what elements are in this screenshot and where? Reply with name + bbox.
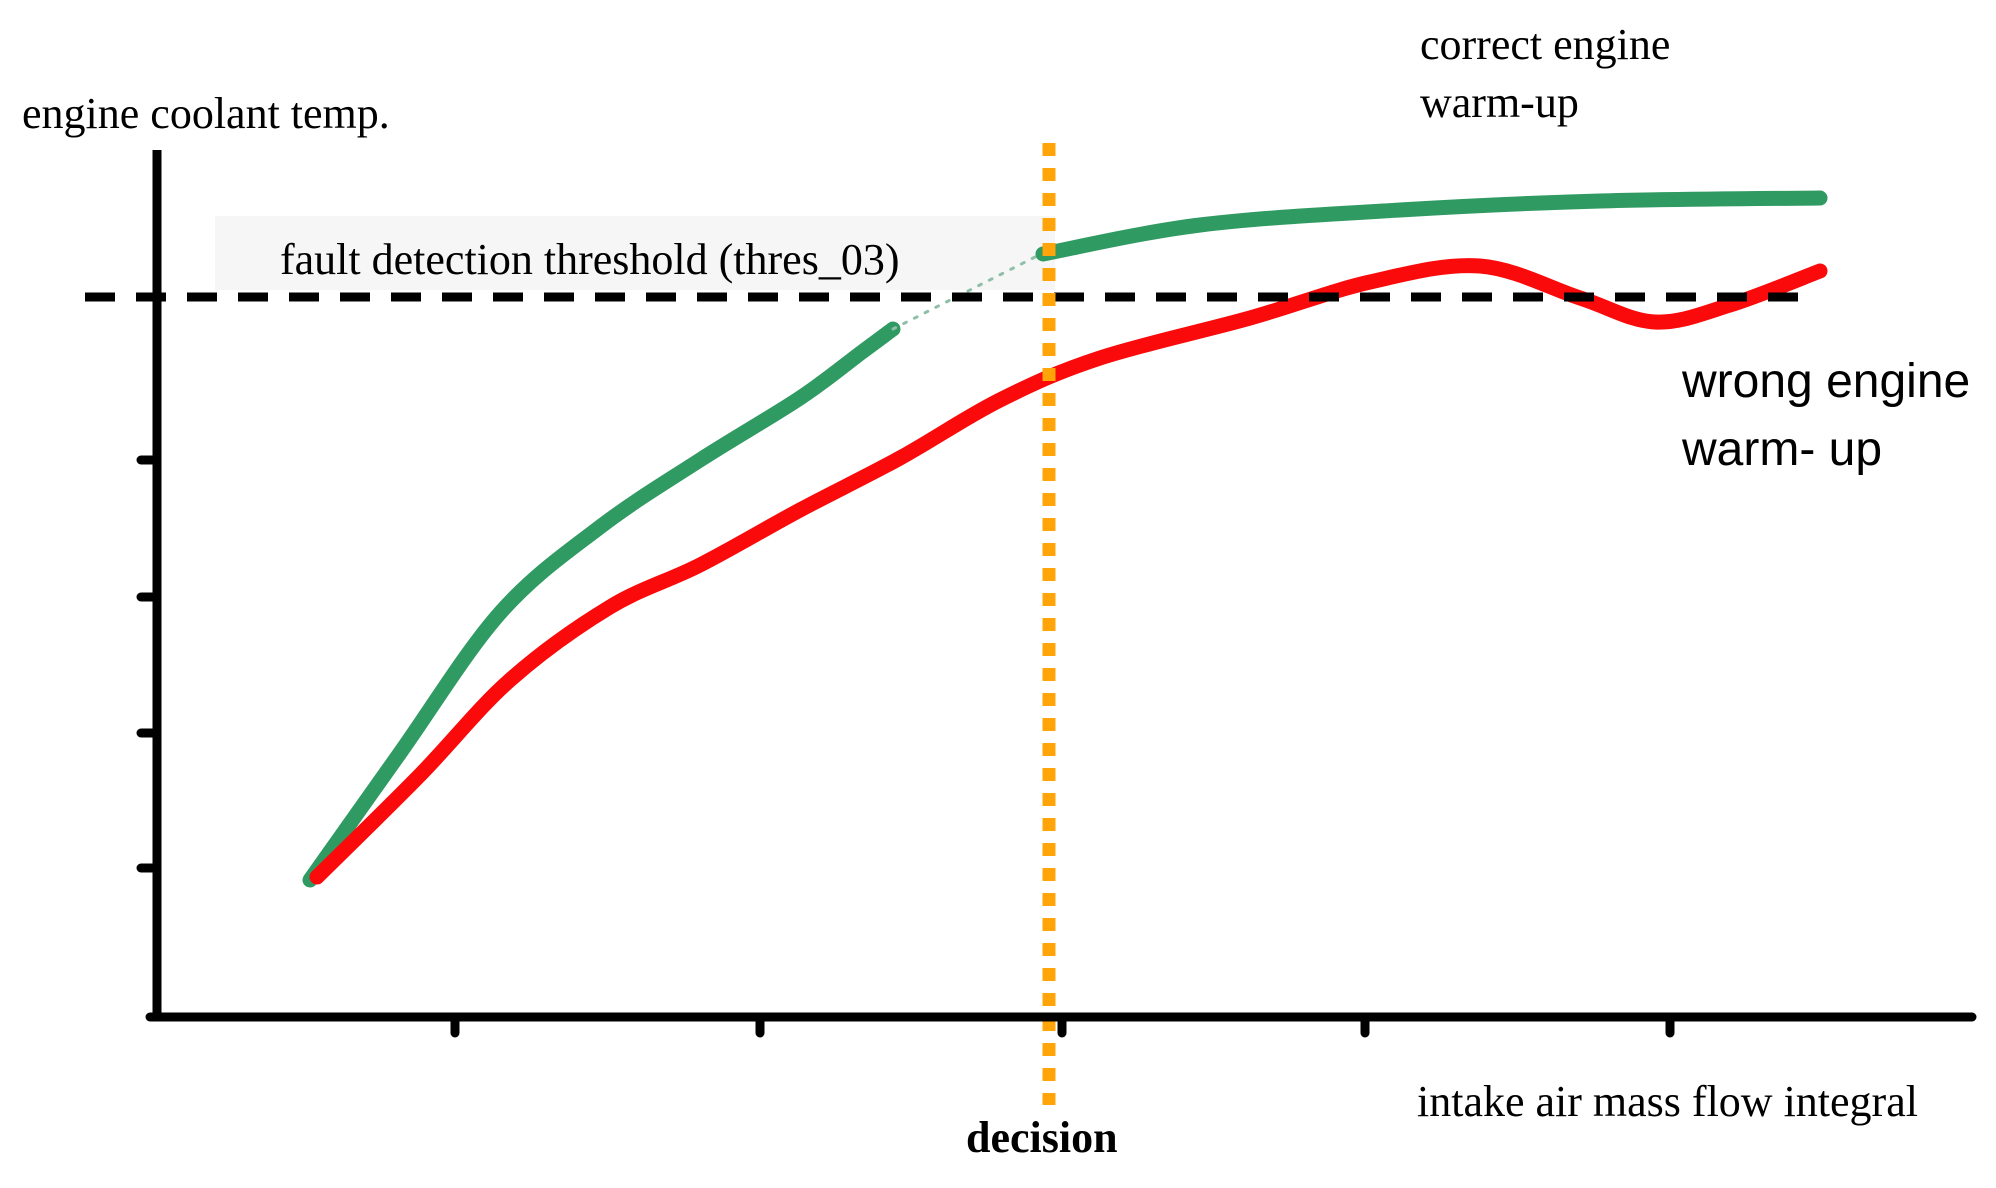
y-axis-ticks: [136, 455, 158, 873]
x-axis-ticks: [450, 1016, 1675, 1038]
fault-threshold-annotation: fault detection threshold (thres_03): [280, 235, 900, 284]
correct-engine-warm-up-curve: [302, 321, 901, 888]
correct-curve-annotation-line1: correct engine: [1420, 20, 1671, 69]
wrong-curve-annotation-line2: warm- up: [1682, 423, 1883, 477]
decision-annotation: decision: [966, 1113, 1118, 1162]
threshold-label-backdrop: [215, 216, 1055, 290]
x-axis-title: intake air mass flow integral: [1417, 1077, 1918, 1126]
correct-curve-annotation-line2: warm-up: [1420, 78, 1579, 128]
correct-curve-annotation: correct engine warm-up: [1420, 16, 1670, 132]
wrong-curve-annotation-line1: wrong engine: [1682, 355, 1971, 408]
y-axis-title: engine coolant temp.: [22, 89, 390, 138]
wrong-curve-annotation: wrong engine warm- up: [1682, 348, 1970, 484]
correct-engine-warm-up-gap-dots-curve: [891, 252, 1043, 331]
correct-engine-warm-up-upper-curve: [1035, 190, 1828, 262]
